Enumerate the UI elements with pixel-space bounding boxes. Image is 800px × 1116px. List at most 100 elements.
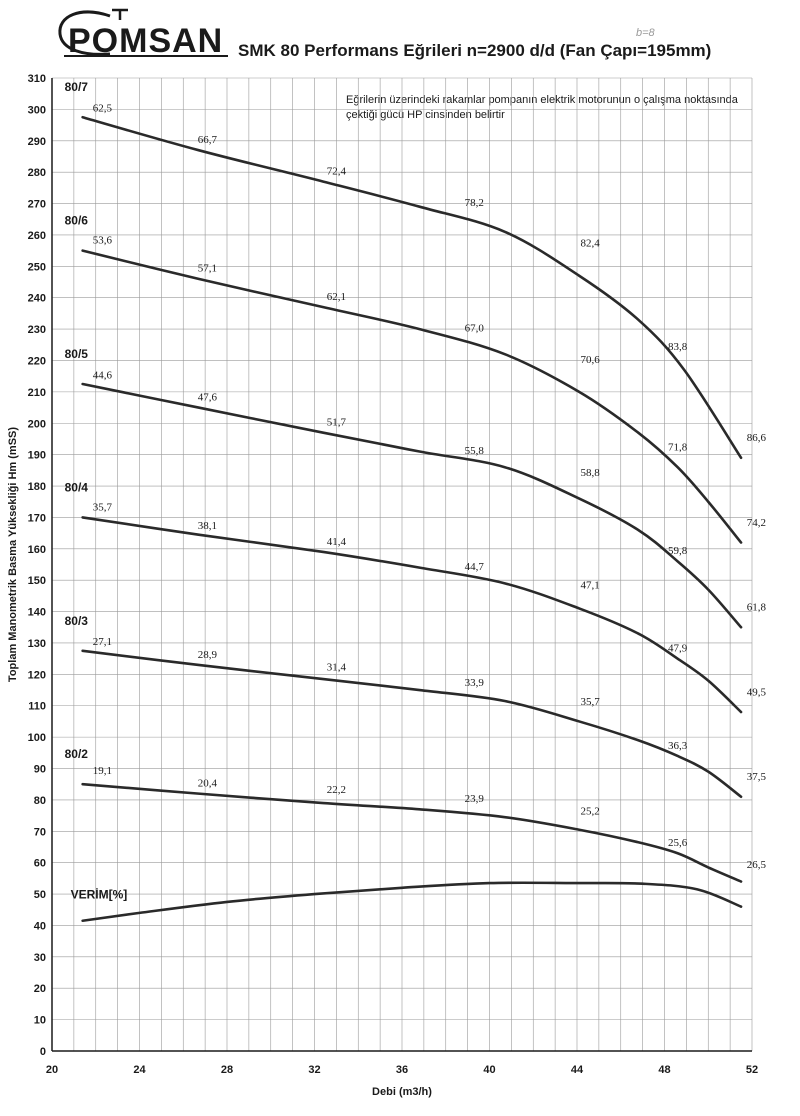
hp-data-label: 27,1 — [93, 636, 112, 648]
y-tick-label: 100 — [28, 732, 46, 744]
series-line-80-7 — [81, 115, 743, 460]
y-tick-label: 130 — [28, 638, 46, 650]
series-name-label: 80/3 — [65, 614, 89, 628]
y-tick-label: 0 — [40, 1046, 46, 1058]
x-axis-label: Debi (m3/h) — [372, 1086, 432, 1098]
series-name-label: 80/5 — [65, 347, 89, 361]
y-tick-label: 40 — [34, 920, 46, 932]
y-tick-label: 290 — [28, 136, 46, 148]
y-tick-label: 180 — [28, 481, 46, 493]
header: POMSAN SMK 80 Performans Eğrileri n=2900… — [0, 0, 800, 70]
series-line-80-2 — [81, 782, 743, 883]
hp-data-label: 47,1 — [581, 580, 600, 592]
series-name-label: 80/4 — [65, 480, 89, 494]
y-tick-label: 120 — [28, 669, 46, 681]
hp-data-label: 38,1 — [198, 520, 217, 532]
hp-data-label: 67,0 — [465, 322, 485, 334]
y-tick-label: 30 — [34, 952, 46, 964]
hp-data-label: 55,8 — [465, 445, 485, 457]
curves — [81, 115, 743, 923]
hp-data-label: 25,2 — [581, 806, 600, 818]
hp-data-label: 66,7 — [198, 134, 218, 146]
y-tick-label: 260 — [28, 230, 46, 242]
hp-data-label: 59,8 — [668, 545, 688, 557]
y-tick-label: 80 — [34, 795, 46, 807]
hp-data-label: 37,5 — [747, 771, 767, 783]
x-tick-label: 36 — [396, 1064, 408, 1076]
y-tick-label: 210 — [28, 387, 46, 399]
hp-data-label: 61,8 — [747, 602, 767, 614]
series-line-80-5 — [81, 382, 743, 629]
y-tick-label: 10 — [34, 1015, 46, 1027]
y-tick-label: 20 — [34, 983, 46, 995]
y-tick-label: 230 — [28, 324, 46, 336]
hp-data-label: 71,8 — [668, 442, 688, 454]
y-tick-label: 150 — [28, 575, 46, 587]
y-tick-label: 300 — [28, 104, 46, 116]
hp-data-label: 53,6 — [93, 234, 113, 246]
series-name-label: 80/6 — [65, 214, 89, 228]
hp-data-label: 51,7 — [327, 417, 347, 429]
hp-data-label: 26,5 — [747, 859, 767, 871]
hp-data-label: 83,8 — [668, 341, 688, 353]
x-tick-label: 44 — [571, 1064, 584, 1076]
y-tick-label: 110 — [28, 701, 46, 713]
logo-swirl-icon — [58, 8, 228, 57]
hp-data-label: 82,4 — [581, 238, 601, 250]
hp-data-label: 57,1 — [198, 263, 217, 275]
hp-data-label: 62,5 — [93, 103, 113, 115]
hp-data-label: 28,9 — [198, 649, 218, 661]
hp-data-label: 35,7 — [581, 696, 601, 708]
hp-data-label: 35,7 — [93, 501, 113, 513]
hp-data-label: 86,6 — [747, 432, 767, 444]
hp-data-label: 20,4 — [198, 777, 218, 789]
x-tick-label: 24 — [133, 1064, 146, 1076]
y-tick-label: 270 — [28, 199, 46, 211]
x-tick-label: 52 — [746, 1064, 758, 1076]
hp-data-label: 31,4 — [327, 661, 347, 673]
series-line-80-4 — [81, 516, 743, 714]
y-tick-label: 170 — [28, 512, 46, 524]
hp-data-label: 62,1 — [327, 291, 346, 303]
hp-data-label: 36,3 — [668, 740, 688, 752]
y-tick-label: 160 — [28, 544, 46, 556]
hp-data-label: 41,4 — [327, 536, 347, 548]
pomsan-logo: POMSAN — [50, 2, 240, 64]
series-line-80-6 — [81, 249, 743, 544]
x-tick-label: 48 — [658, 1064, 670, 1076]
y-tick-label: 250 — [28, 261, 46, 273]
y-tick-label: 70 — [34, 826, 46, 838]
x-tick-label: 28 — [221, 1064, 233, 1076]
hp-data-label: 22,2 — [327, 784, 346, 796]
series-line-veri-m — [81, 881, 743, 923]
handwritten-note: b=8 — [636, 27, 655, 39]
hp-data-label: 47,9 — [668, 643, 688, 655]
hp-data-label: 47,6 — [198, 391, 218, 403]
y-tick-label: 190 — [28, 450, 46, 462]
ticks: 0 10 20 30 40 50 60 70 80 90 100 110 120 130 140 150 160… — [28, 73, 758, 1076]
chart-note: Eğrilerin üzerindeki rakamlar pompanın e… — [346, 93, 776, 123]
chart-title: SMK 80 Performans Eğrileri n=2900 d/d (F… — [238, 41, 712, 60]
axes — [51, 78, 752, 1052]
hp-data-label: 44,6 — [93, 369, 113, 381]
performance-chart: 0 10 20 30 40 50 60 70 80 90 100 110 120 130 140 150 160… — [7, 73, 767, 1098]
hp-data-label: 25,6 — [668, 837, 688, 849]
hp-data-label: 74,2 — [747, 517, 766, 529]
y-tick-label: 280 — [28, 167, 46, 179]
y-tick-label: 50 — [34, 889, 46, 901]
hp-data-label: 49,5 — [747, 686, 767, 698]
hp-data-label: 44,7 — [465, 561, 485, 573]
x-tick-label: 20 — [46, 1064, 58, 1076]
hp-data-label: 78,2 — [465, 197, 484, 209]
y-tick-label: 60 — [34, 858, 46, 870]
note-line-2: çektiği gücü HP cinsinden belirtir — [346, 109, 505, 121]
y-tick-label: 140 — [28, 607, 46, 619]
y-tick-label: 220 — [28, 355, 46, 367]
series-name-label: VERİM[%] — [71, 887, 128, 902]
chart-area: 0 10 20 30 40 50 60 70 80 90 100 110 120 130 140 150 160… — [0, 60, 800, 1111]
y-tick-label: 90 — [34, 764, 46, 776]
labels: 80/7 62,5 66,7 72,4 78,2 82,4 83,8 86,6 80/6 53,6… — [65, 80, 767, 902]
hp-data-label: 72,4 — [327, 165, 347, 177]
note-line-1: Eğrilerin üzerindeki rakamlar pompanın e… — [346, 94, 738, 106]
hp-data-label: 70,6 — [581, 354, 601, 366]
